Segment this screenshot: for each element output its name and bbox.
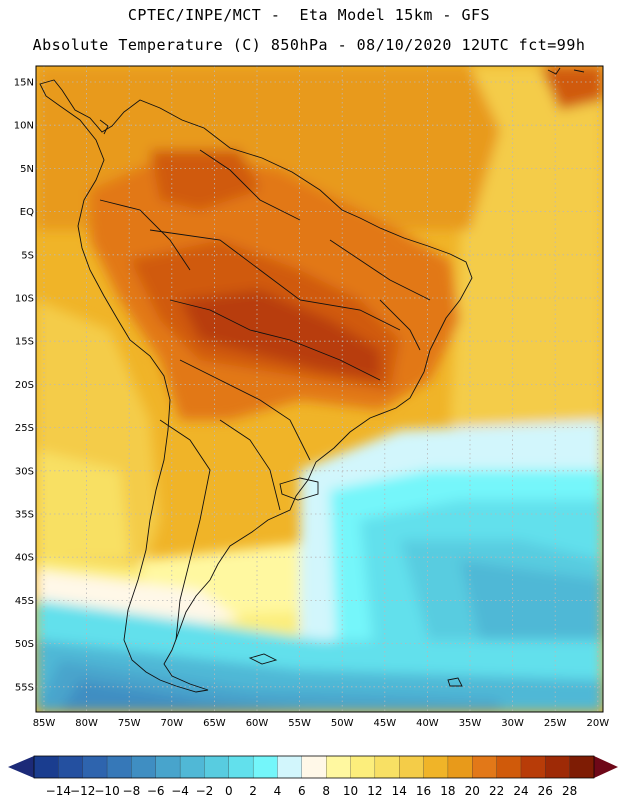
colorbar-label: 28 — [562, 784, 577, 798]
lon-label: 20W — [586, 718, 609, 729]
colorbar-segment — [301, 755, 327, 779]
colorbar-label: −10 — [94, 784, 119, 798]
lon-label: 75W — [118, 718, 141, 729]
colorbar-segment — [350, 755, 376, 779]
lat-label: 20S — [15, 380, 34, 391]
colorbar-segment — [277, 755, 303, 779]
colorbar-label: 24 — [513, 784, 528, 798]
colorbar-label: 4 — [274, 784, 282, 798]
colorbar-high-arrow — [594, 756, 618, 778]
colorbar-label: −4 — [171, 784, 189, 798]
colorbar-segment — [423, 755, 449, 779]
colorbar-label: 14 — [392, 784, 407, 798]
colorbar: −14 −12 −10 −8 −6 −4 −2 0 2 4 6 8 10 12 14 16 18 20 22 24 26… — [8, 755, 618, 798]
colorbar-label: 2 — [249, 784, 257, 798]
lat-label: 5N — [20, 164, 34, 175]
colorbar-segment — [155, 755, 181, 779]
colorbar-label: 16 — [416, 784, 431, 798]
colorbar-label: −6 — [147, 784, 165, 798]
map-title-line1: CPTEC/INPE/MCT - Eta Model 15km - GFS — [127, 6, 491, 24]
colorbar-segment — [569, 755, 595, 779]
colorbar-label: −14 — [46, 784, 71, 798]
colorbar-label: 10 — [343, 784, 358, 798]
lat-label: 50S — [15, 639, 34, 650]
lat-label: 5S — [21, 250, 34, 261]
colorbar-segment — [447, 755, 473, 779]
colorbar-segment — [472, 755, 498, 779]
colorbar-segment — [496, 755, 522, 779]
lon-label: 45W — [373, 718, 396, 729]
lat-label: 35S — [15, 510, 34, 521]
colorbar-segment — [399, 755, 425, 779]
colorbar-label: −12 — [70, 784, 95, 798]
colorbar-label: 18 — [440, 784, 455, 798]
lon-label: 25W — [544, 718, 567, 729]
colorbar-label: 26 — [538, 784, 553, 798]
lat-label: 40S — [15, 553, 34, 564]
graticule — [36, 66, 603, 712]
temperature-field — [36, 66, 603, 712]
colorbar-segment — [204, 755, 230, 779]
lon-label: 30W — [501, 718, 524, 729]
lat-label: 30S — [15, 466, 34, 477]
lon-label: 55W — [288, 718, 311, 729]
colorbar-label: 20 — [465, 784, 480, 798]
colorbar-label: 6 — [298, 784, 306, 798]
lon-label: 60W — [246, 718, 269, 729]
lon-label: 70W — [160, 718, 183, 729]
colorbar-segment — [374, 755, 400, 779]
colorbar-label: 12 — [367, 784, 382, 798]
colorbar-segment — [326, 755, 351, 779]
colorbar-segment — [58, 755, 84, 779]
lat-label: EQ — [20, 207, 34, 218]
colorbar-segment — [33, 755, 59, 779]
lon-label: 50W — [331, 718, 354, 729]
colorbar-label: 8 — [322, 784, 330, 798]
colorbar-segment — [228, 755, 254, 779]
coastline — [39, 67, 585, 693]
lat-label: 45S — [15, 596, 34, 607]
colorbar-low-arrow — [8, 756, 34, 778]
lon-label: 85W — [33, 718, 56, 729]
lat-label: 55S — [15, 682, 34, 693]
lon-label: 80W — [75, 718, 98, 729]
lat-label: 10N — [14, 121, 34, 132]
colorbar-segment — [82, 755, 108, 779]
lat-label: 15N — [14, 78, 34, 89]
colorbar-segment — [545, 755, 571, 779]
map-frame — [35, 65, 604, 713]
colorbar-label: −2 — [196, 784, 214, 798]
latitude-labels: 15N 10N 5N EQ 5S 10S 15S 20S 25S 30S 35S 40S 45S 50S 5… — [14, 78, 34, 694]
colorbar-segment — [520, 755, 546, 779]
lon-label: 65W — [203, 718, 226, 729]
lon-label: 35W — [459, 718, 482, 729]
colorbar-segment — [179, 755, 205, 779]
colorbar-segment — [131, 755, 157, 779]
colorbar-label: −8 — [123, 784, 141, 798]
lat-label: 10S — [15, 294, 34, 305]
colorbar-segment — [252, 755, 278, 779]
colorbar-label: 22 — [489, 784, 504, 798]
longitude-labels: 85W 80W 75W 70W 65W 60W 55W 50W 45W 40W 35W 30W 25W 2… — [33, 718, 610, 729]
map-title-line2: Absolute Temperature (C) 850hPa - 08/10/… — [32, 36, 586, 54]
lat-label: 15S — [15, 337, 34, 348]
lon-label: 40W — [416, 718, 439, 729]
colorbar-segment — [106, 755, 132, 779]
colorbar-label: 0 — [225, 784, 233, 798]
lat-label: 25S — [15, 423, 34, 434]
